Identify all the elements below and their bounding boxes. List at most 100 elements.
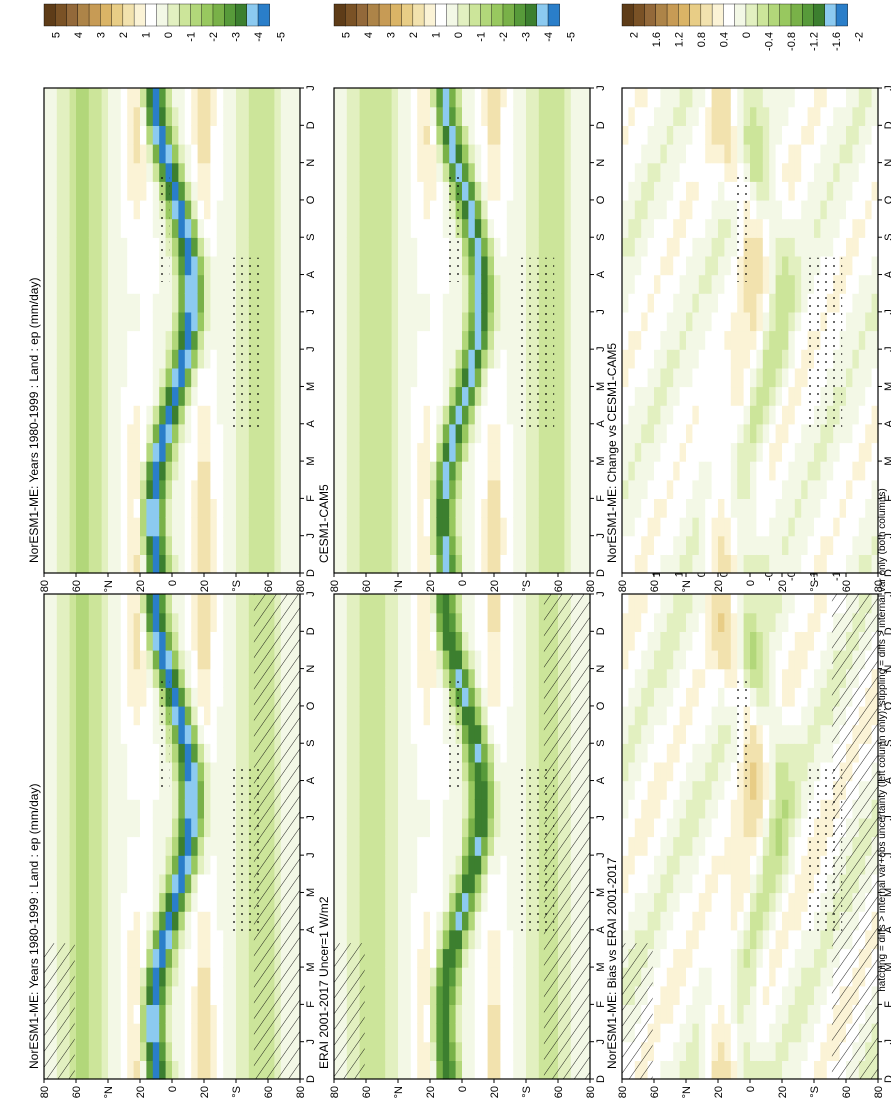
heatmap-cell bbox=[686, 1023, 693, 1043]
heatmap-cell bbox=[769, 594, 777, 614]
heatmap-cell bbox=[775, 873, 783, 894]
heatmap-cell bbox=[120, 405, 128, 425]
heatmap-cell bbox=[762, 631, 770, 651]
heatmap-cell bbox=[204, 1041, 211, 1061]
heatmap-cell bbox=[353, 237, 361, 257]
heatmap-cell bbox=[76, 461, 83, 481]
heatmap-cell bbox=[538, 705, 546, 726]
heatmap-cell bbox=[101, 687, 109, 707]
heatmap-cell bbox=[775, 780, 783, 800]
heatmap-cell bbox=[108, 1004, 115, 1024]
heatmap-cell bbox=[69, 405, 77, 425]
heatmap-cell bbox=[782, 892, 789, 912]
heatmap-cell bbox=[628, 668, 636, 688]
heatmap-cell bbox=[654, 612, 661, 632]
heatmap-cell bbox=[378, 929, 386, 950]
heatmap-cell bbox=[410, 612, 418, 632]
heatmap-cell bbox=[698, 948, 706, 968]
heatmap-cell bbox=[654, 650, 661, 670]
heatmap-cell bbox=[494, 892, 501, 912]
heatmap-cell bbox=[223, 929, 231, 950]
heatmap-cell bbox=[204, 162, 211, 182]
heatmap-cell bbox=[801, 1041, 809, 1061]
lat-tick-label: °S bbox=[231, 580, 243, 592]
heatmap-cell bbox=[108, 612, 115, 632]
heatmap-cell bbox=[449, 873, 457, 894]
heatmap-cell bbox=[184, 1041, 192, 1061]
heatmap-cell bbox=[814, 948, 821, 968]
heatmap-cell bbox=[353, 88, 361, 108]
heatmap-cell bbox=[398, 668, 405, 688]
heatmap-cell bbox=[346, 423, 354, 444]
heatmap-cell bbox=[216, 181, 224, 201]
heatmap-cell bbox=[261, 479, 269, 499]
heatmap-cell bbox=[692, 631, 700, 651]
heatmap-cell bbox=[133, 461, 141, 481]
heatmap-cell bbox=[807, 594, 815, 614]
heatmap-cell bbox=[95, 237, 103, 257]
panel-model-raw: 80 60 °N 20 0 20 °S 60 80DJFMAMJJASONDJNorESM1-M… bbox=[27, 533, 317, 1098]
heatmap-cell bbox=[268, 349, 275, 369]
heatmap-cell bbox=[346, 817, 354, 838]
heatmap-cell bbox=[82, 367, 90, 388]
heatmap-cell bbox=[404, 330, 412, 350]
heatmap-cell bbox=[184, 423, 192, 444]
heatmap-cell bbox=[216, 1060, 224, 1080]
heatmap-cell bbox=[197, 554, 205, 574]
heatmap-cell bbox=[391, 967, 399, 987]
heatmap-cell bbox=[417, 349, 425, 369]
heatmap-cell bbox=[814, 1041, 821, 1061]
heatmap-cell bbox=[404, 405, 412, 425]
heatmap-cell bbox=[159, 668, 167, 688]
heatmap-cell bbox=[673, 650, 681, 670]
heatmap-cell bbox=[526, 1004, 533, 1024]
heatmap-cell bbox=[801, 668, 809, 688]
heatmap-cell bbox=[204, 237, 211, 257]
heatmap-cell bbox=[334, 367, 341, 388]
heatmap-cell bbox=[442, 780, 450, 800]
heatmap-cell bbox=[340, 106, 348, 126]
heatmap-cell bbox=[750, 631, 757, 651]
heatmap-cell bbox=[280, 554, 288, 574]
heatmap-cell bbox=[417, 237, 425, 257]
heatmap-cell bbox=[44, 125, 51, 145]
heatmap-cell bbox=[236, 668, 243, 688]
heatmap-cell bbox=[255, 218, 263, 238]
heatmap-cell bbox=[455, 855, 463, 875]
heatmap-cell bbox=[378, 1041, 386, 1061]
heatmap-cell bbox=[820, 948, 828, 968]
heatmap-cell bbox=[236, 650, 243, 670]
heatmap-cell bbox=[756, 761, 764, 782]
heatmap-cell bbox=[340, 349, 348, 369]
heatmap-cell bbox=[133, 199, 141, 220]
heatmap-cell bbox=[210, 668, 218, 688]
heatmap-cell bbox=[159, 855, 167, 875]
heatmap-cell bbox=[686, 705, 693, 726]
heatmap-cell bbox=[769, 1023, 777, 1043]
heatmap-cell bbox=[641, 855, 649, 875]
heatmap-cell bbox=[442, 386, 450, 406]
heatmap-cell bbox=[474, 929, 482, 950]
heatmap-cell bbox=[359, 199, 367, 220]
heatmap-cell bbox=[242, 724, 250, 744]
heatmap-cell bbox=[634, 761, 642, 782]
heatmap-cell bbox=[462, 612, 469, 632]
heatmap-cell bbox=[404, 836, 412, 856]
heatmap-cell bbox=[95, 88, 103, 108]
heatmap-cell bbox=[334, 274, 341, 294]
heatmap-cell bbox=[56, 442, 64, 462]
heatmap-cell bbox=[724, 855, 732, 875]
heatmap-cell bbox=[340, 594, 348, 614]
heatmap-cell bbox=[442, 274, 450, 294]
month-tick-label: N bbox=[595, 665, 607, 673]
heatmap-cell bbox=[385, 554, 393, 574]
heatmap-cell bbox=[184, 836, 192, 856]
heatmap-cell bbox=[391, 985, 399, 1005]
heatmap-cell bbox=[287, 479, 295, 499]
heatmap-cell bbox=[673, 631, 681, 651]
heatmap-cell bbox=[261, 237, 269, 257]
heatmap-cell bbox=[730, 761, 738, 782]
heatmap-cell bbox=[686, 780, 693, 800]
heatmap-cell bbox=[76, 1004, 83, 1024]
heatmap-cell bbox=[280, 535, 288, 555]
